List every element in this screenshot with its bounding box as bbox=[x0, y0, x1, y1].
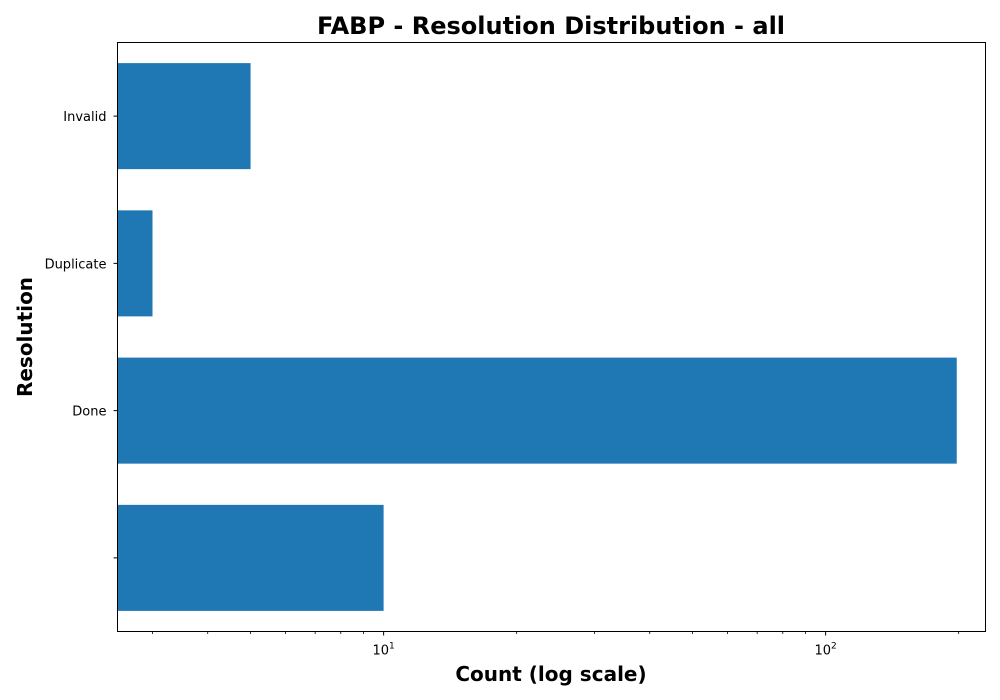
bars-group bbox=[117, 63, 957, 611]
y-axis-label: Resolution bbox=[13, 277, 37, 397]
x-tick-label: 101 bbox=[372, 642, 394, 659]
bar-duplicate bbox=[117, 210, 153, 317]
bar-blank bbox=[117, 504, 384, 611]
x-tick-label: 102 bbox=[814, 642, 836, 659]
bar-invalid bbox=[117, 63, 251, 170]
bar-done bbox=[117, 357, 957, 464]
y-tick-label: Invalid bbox=[63, 110, 106, 125]
y-tick-label: Done bbox=[72, 405, 106, 420]
plot-frame bbox=[117, 42, 986, 632]
y-axis-ticks: Done Duplicate Invalid bbox=[45, 110, 118, 559]
y-tick-label: Duplicate bbox=[45, 257, 107, 272]
chart-title: FABP - Resolution Distribution - all bbox=[317, 12, 785, 40]
x-axis-ticks: 101 102 bbox=[152, 631, 960, 659]
x-axis-label: Count (log scale) bbox=[455, 662, 646, 686]
